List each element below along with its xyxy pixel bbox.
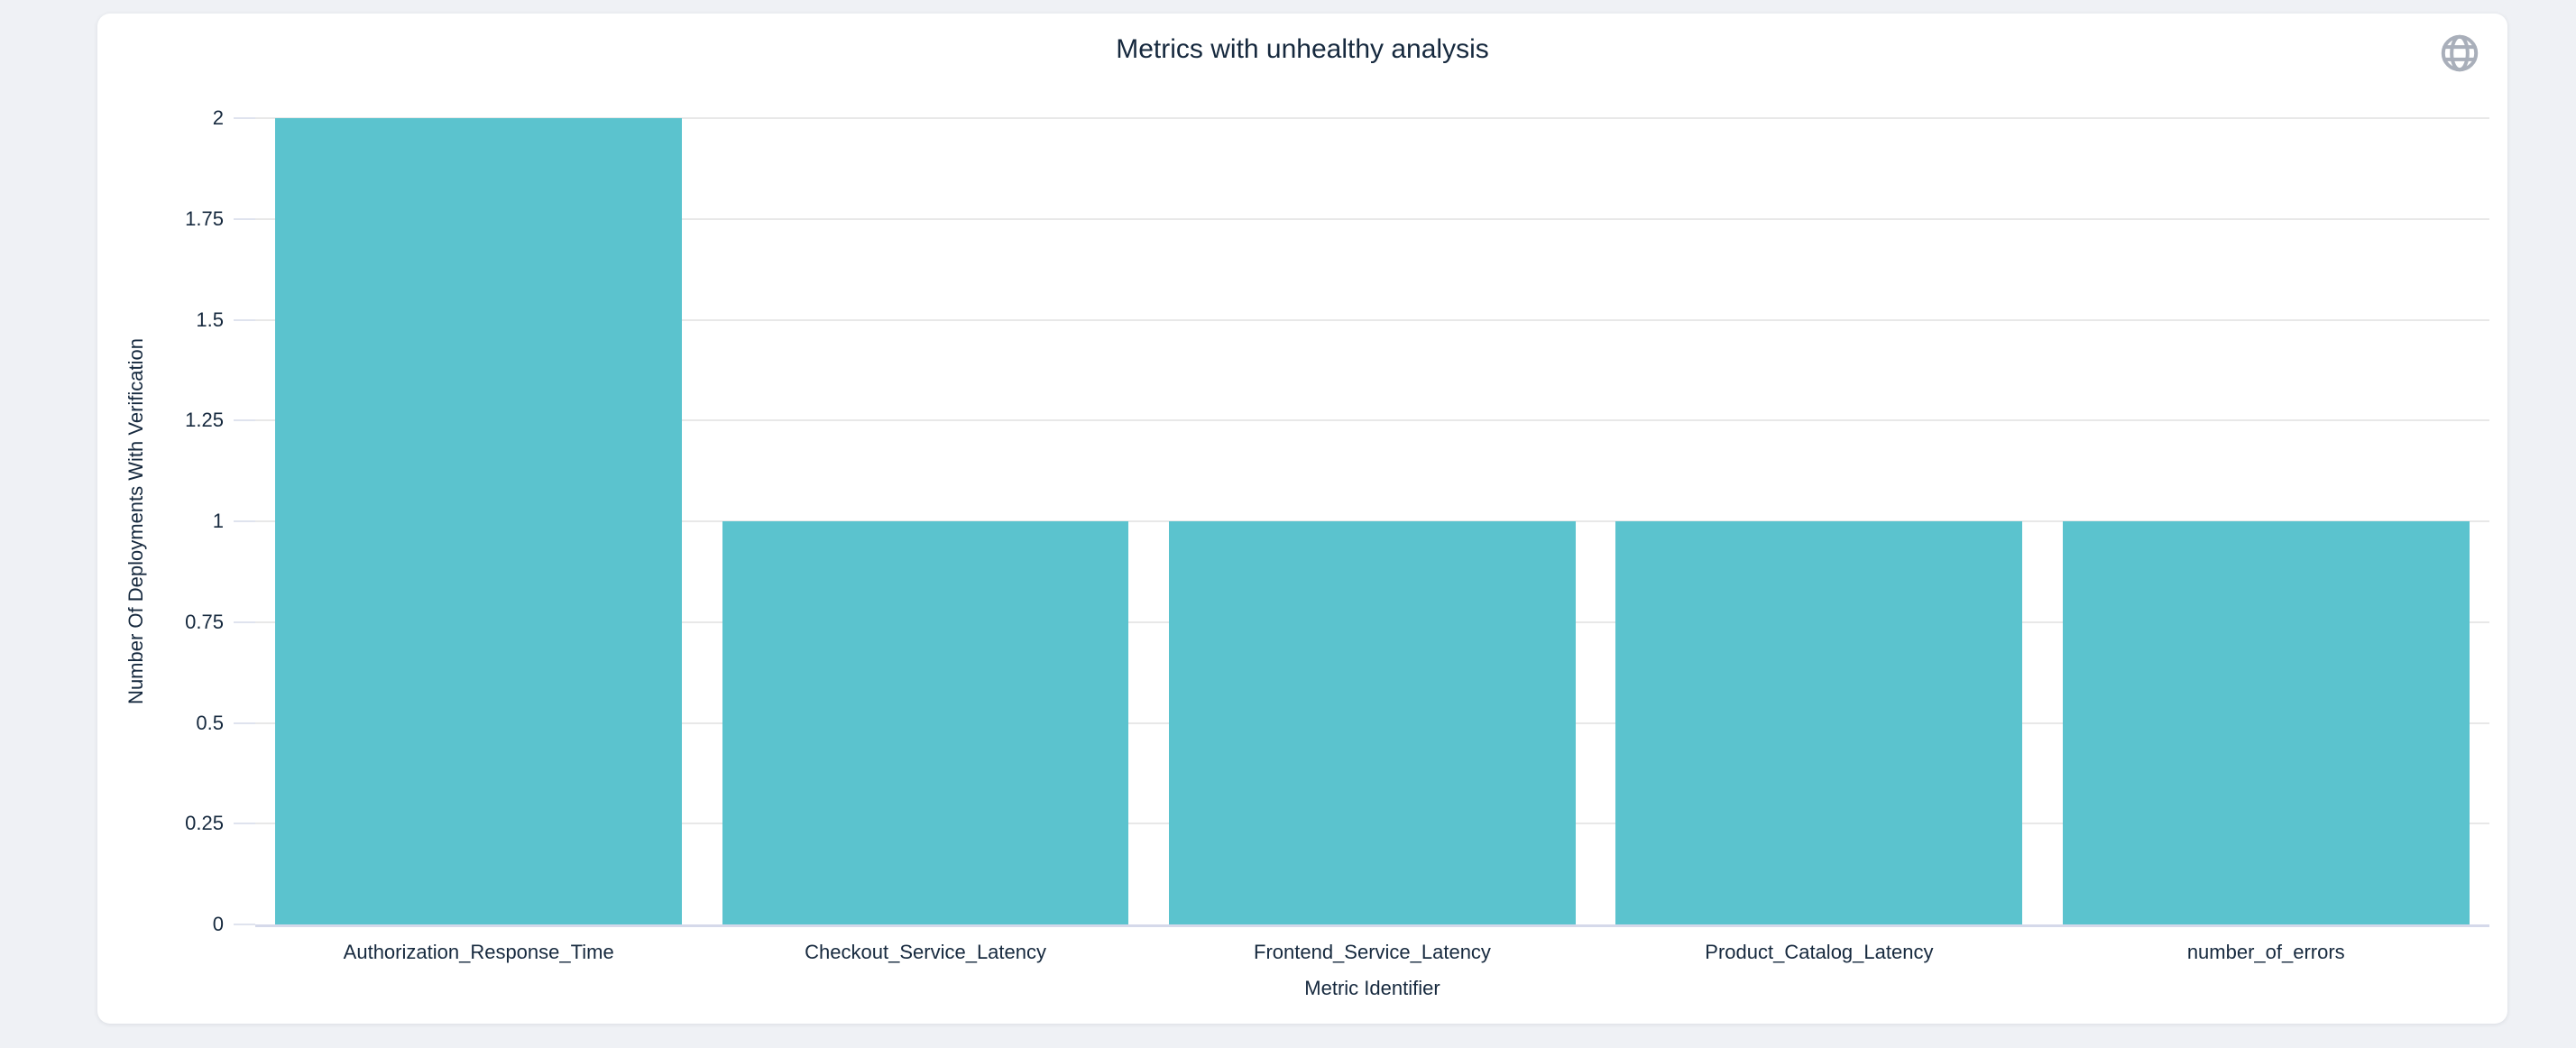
y-tick-mark (234, 621, 255, 623)
gridline (255, 419, 2489, 422)
bar-Checkout_Service_Latency[interactable] (722, 521, 1129, 924)
y-axis-ticks (234, 117, 2489, 925)
gridline (255, 217, 2489, 220)
y-tick-label: 0 (212, 913, 224, 935)
bar-slot (1596, 118, 2042, 924)
bar-Product_Catalog_Latency[interactable] (1615, 521, 2023, 924)
x-tick-label: Authorization_Response_Time (343, 941, 614, 963)
y-axis-title-wrap: Number Of Deployments With Verification (121, 118, 152, 924)
y-tick-mark (234, 823, 255, 825)
y-tick-label: 1.75 (185, 207, 224, 230)
y-tick-label: 2 (212, 106, 224, 129)
y-tick-label: 0.75 (185, 610, 224, 633)
globe-icon-svg (2441, 34, 2479, 72)
y-tick-label: 1 (212, 510, 224, 532)
y-tick-mark (234, 520, 255, 522)
chart-title: Metrics with unhealthy analysis (1116, 34, 1489, 64)
y-tick-label: 0.25 (185, 812, 224, 835)
y-tick-mark (234, 117, 255, 119)
y-tick-mark (234, 722, 255, 724)
y-axis-title: Number Of Deployments With Verification (124, 338, 147, 704)
bar-slot (255, 118, 702, 924)
y-tick-mark (234, 419, 255, 422)
x-tick-label: Frontend_Service_Latency (1254, 941, 1491, 963)
gridline (255, 318, 2489, 321)
bar-slot (702, 118, 1148, 924)
globe-icon[interactable] (2438, 32, 2481, 75)
y-tick-label: 0.5 (196, 711, 224, 734)
y-tick-label: 1.25 (185, 409, 224, 432)
bar-number_of_errors[interactable] (2062, 521, 2470, 924)
x-axis-title: Metric Identifier (1304, 977, 1440, 999)
bar-slot (2043, 118, 2489, 924)
gridline (255, 117, 2489, 119)
y-tick-mark (234, 318, 255, 321)
chart-card: Metrics with unhealthy analysis 0 0.25 0.5… (97, 14, 2507, 1024)
y-tick-mark (234, 924, 255, 925)
bar-Authorization_Response_Time[interactable] (275, 118, 683, 924)
y-tick-mark (234, 217, 255, 220)
x-tick-label: Checkout_Service_Latency (805, 941, 1046, 963)
x-axis-labels: Authorization_Response_Time Checkout_Serv… (255, 941, 2489, 964)
x-tick-label: number_of_errors (2186, 941, 2345, 963)
y-tick-label: 1.5 (196, 308, 224, 331)
plot-area: 0 0.25 0.5 0.75 1 1.25 1.5 1.75 2 Authorization_… (185, 106, 2489, 999)
bars-container (255, 118, 2489, 924)
bar-slot (1149, 118, 1596, 924)
bar-Frontend_Service_Latency[interactable] (1169, 521, 1576, 924)
x-tick-label: Product_Catalog_Latency (1705, 941, 1934, 963)
x-axis-line (255, 924, 2489, 927)
